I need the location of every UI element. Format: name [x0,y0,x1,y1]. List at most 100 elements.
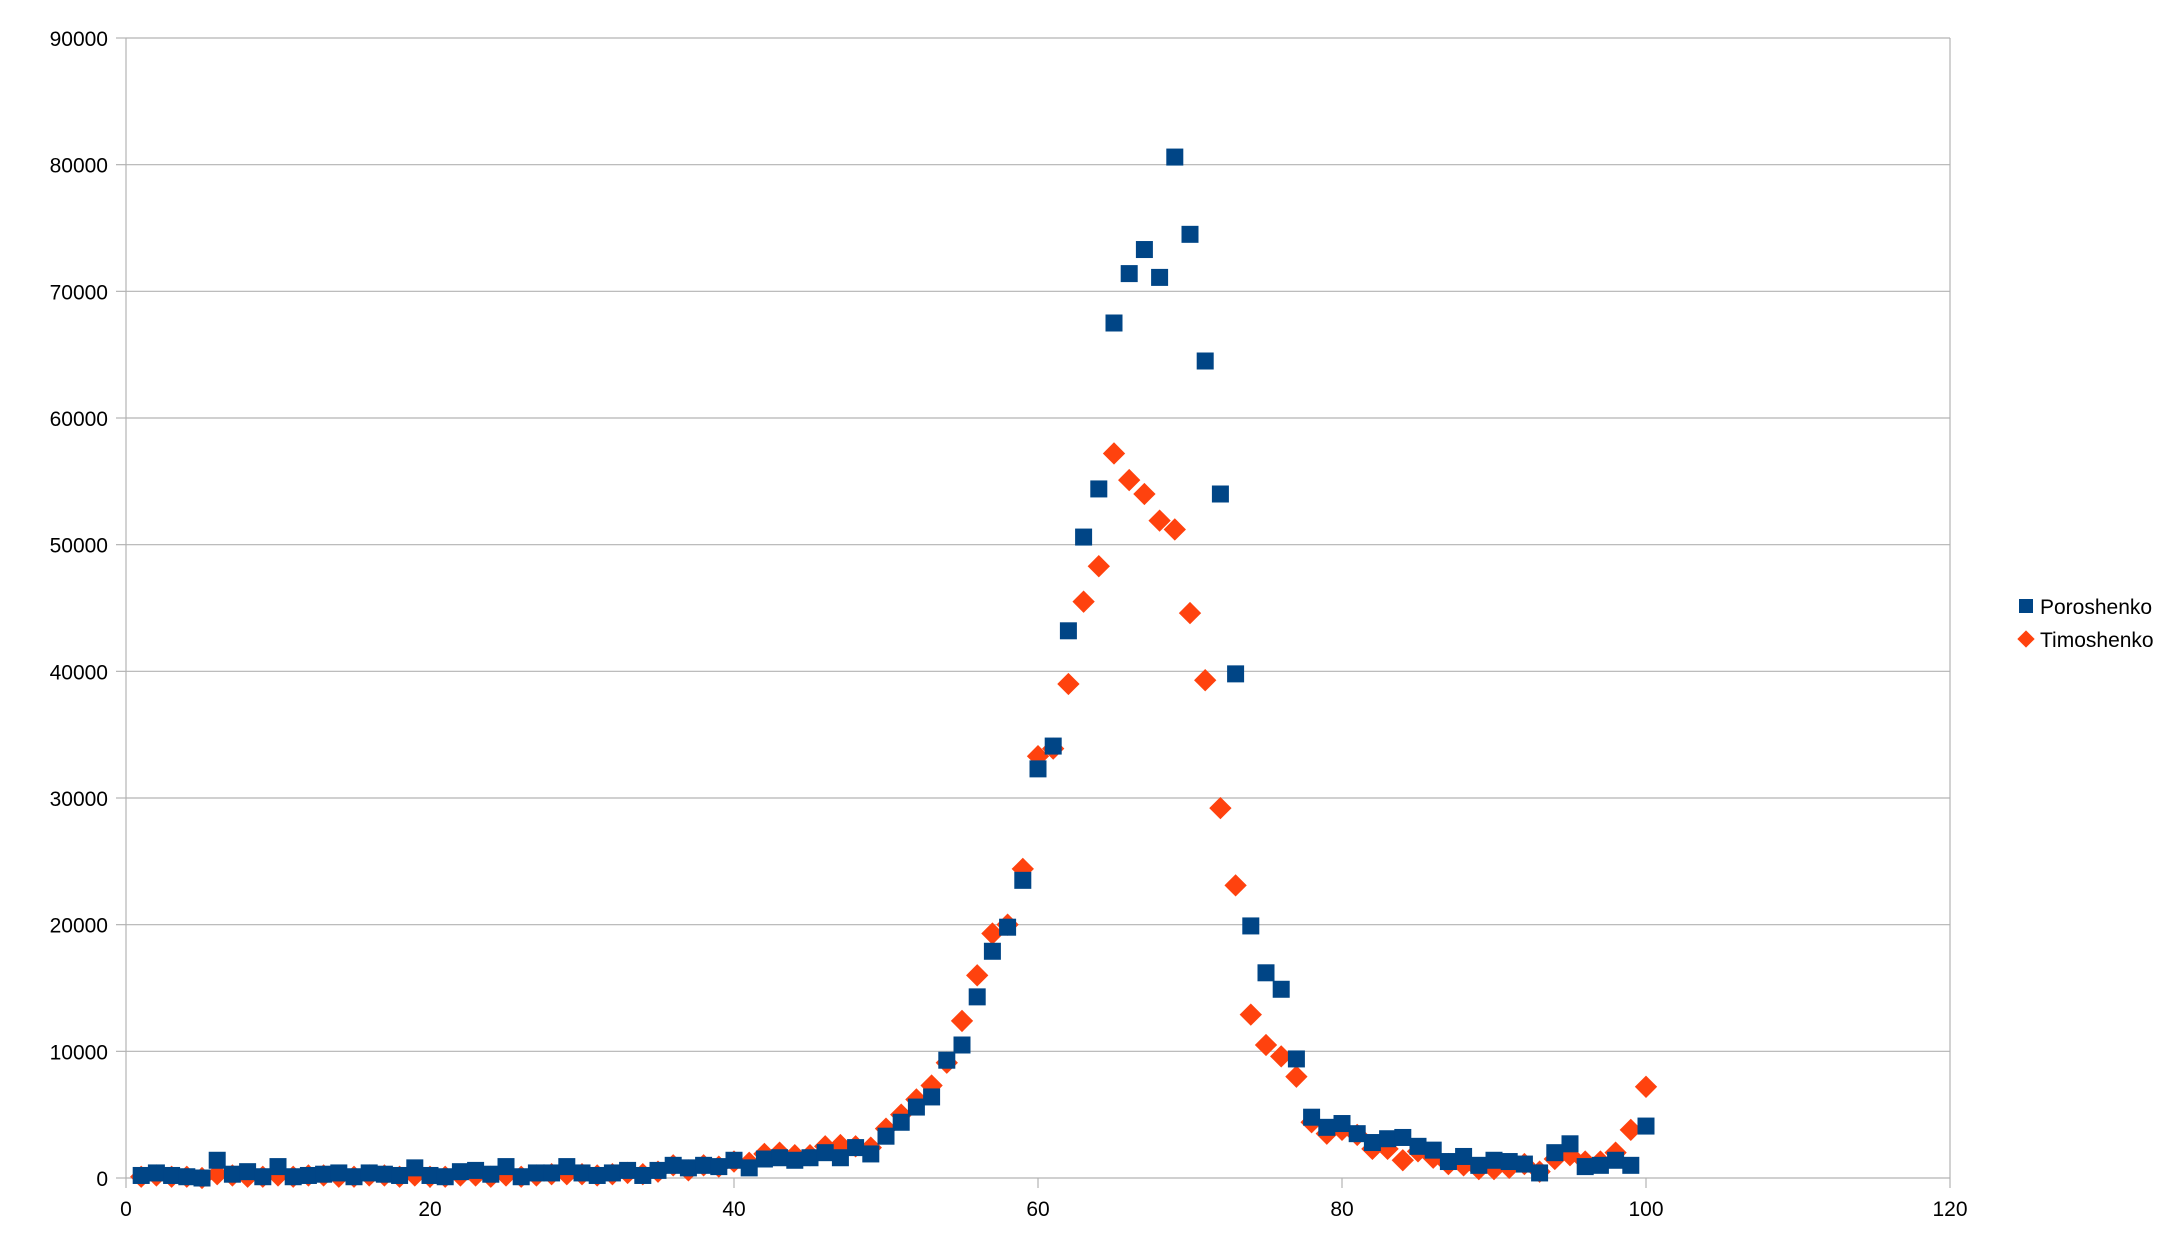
data-point [1591,1156,1609,1174]
y-tick-label: 30000 [50,788,108,811]
data-point [1470,1156,1488,1174]
data-point [1135,241,1153,259]
data-point [829,1133,852,1157]
data-point [391,1166,409,1184]
series-timoshenko [130,442,1658,1190]
y-tick-label: 0 [96,1168,108,1191]
x-tick-label: 20 [418,1198,441,1221]
legend: Poroshenko Timoshenko [2017,596,2154,652]
data-point [1455,1147,1473,1165]
data-point [1287,1050,1305,1068]
data-point [603,1164,621,1182]
data-point [345,1168,363,1186]
data-point [1634,1075,1658,1098]
data-point [1105,314,1123,332]
x-tick-label: 80 [1330,1198,1353,1221]
data-point [1348,1125,1366,1143]
data-point [299,1166,317,1184]
legend-marker [2019,599,2033,613]
data-point [1224,874,1247,897]
data-point [269,1158,287,1176]
data-point [983,942,1001,960]
data-point [1026,745,1050,768]
data-point [223,1165,241,1183]
data-point [1178,601,1202,625]
data-point [649,1161,667,1179]
data-point [1333,1115,1351,1133]
data-point [1166,148,1184,166]
data-point [1270,1045,1293,1068]
data-point [1059,622,1077,640]
data-point [1163,518,1186,541]
data-point [755,1150,773,1168]
data-point [877,1127,895,1145]
data-point [1303,1108,1321,1126]
data-point [1257,964,1275,982]
data-point [1439,1153,1457,1171]
data-point [132,1166,150,1184]
data-point [847,1139,865,1157]
data-series [130,148,1658,1190]
data-point [1424,1141,1442,1159]
data-point [1014,871,1032,889]
data-point [907,1098,925,1116]
data-point [558,1158,576,1176]
data-point [451,1163,469,1181]
data-point [543,1164,561,1182]
data-point [981,922,1004,945]
data-point [1546,1144,1564,1162]
data-point [1379,1130,1397,1148]
data-point [436,1168,454,1186]
data-point [1090,480,1108,498]
data-point [664,1156,682,1174]
grid-lines [126,37,1950,1052]
data-point [1558,1144,1582,1167]
y-tick-label: 60000 [50,408,108,431]
data-point [801,1149,819,1167]
x-tick-label: 0 [120,1198,132,1221]
data-point [634,1166,652,1184]
data-point [1485,1151,1503,1169]
data-point [1500,1153,1518,1171]
data-point [1196,352,1214,370]
data-point [1151,268,1169,286]
legend-entry-timoshenko: Timoshenko [2017,629,2154,652]
data-point [679,1159,697,1177]
y-tick-label: 40000 [50,661,108,684]
data-point [482,1165,500,1183]
data-point [710,1158,728,1176]
data-point [1619,1118,1642,1142]
data-point [1194,669,1217,692]
data-point [1239,1003,1262,1026]
y-tick-label: 10000 [50,1041,108,1064]
data-point [950,1009,974,1033]
x-axis-tick-labels: 0 20 40 60 80 100 120 [120,1198,1967,1221]
data-point [1394,1128,1412,1146]
x-tick-label: 40 [722,1198,745,1221]
series-poroshenko [132,148,1655,1187]
data-point [497,1158,515,1176]
data-point [1318,1118,1336,1136]
data-point [1087,555,1110,578]
x-tick-label: 100 [1628,1198,1663,1221]
data-point [786,1151,804,1169]
data-point [1211,485,1229,503]
data-point [1148,509,1171,532]
data-point [1029,760,1047,778]
data-point [1576,1158,1594,1176]
data-point [254,1168,272,1186]
data-point [1120,265,1138,283]
data-point [1637,1117,1655,1135]
data-point [862,1145,880,1163]
data-point [1057,672,1080,696]
y-tick-label: 70000 [50,281,108,304]
data-point [284,1168,302,1186]
data-point [1254,1033,1278,1057]
x-tick-label: 120 [1932,1198,1967,1221]
data-point [816,1144,834,1162]
data-point [999,918,1017,936]
data-point [771,1149,789,1167]
data-point [588,1166,606,1184]
legend-label: Timoshenko [2040,629,2154,652]
